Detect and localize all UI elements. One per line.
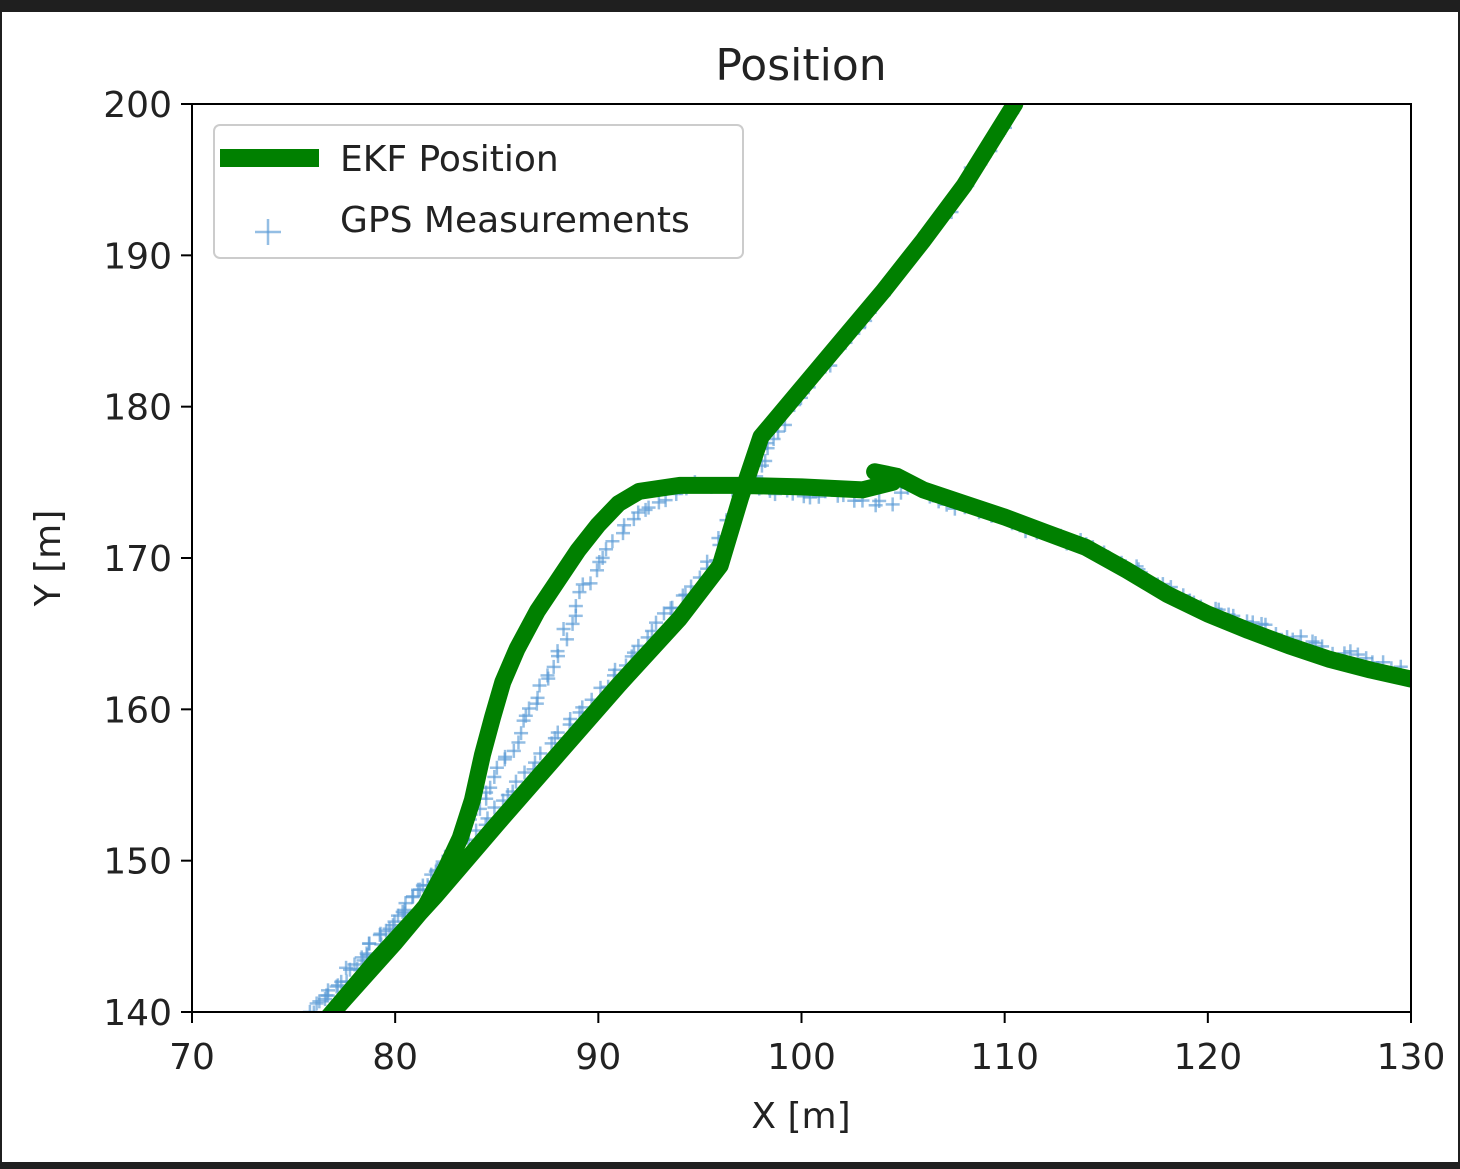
gps-measurement-point	[390, 908, 405, 923]
gps-measurement-point	[489, 760, 504, 775]
gps-measurement-point	[563, 711, 578, 726]
y-axis-label: Y [m]	[28, 510, 69, 608]
x-tick-label: 130	[1377, 1037, 1446, 1078]
gps-measurement-point	[1343, 644, 1358, 659]
gps-measurement-point	[498, 749, 513, 764]
chart-svg: Position 70 80 90 100 110 120 130 140 150 160 170…	[28, 40, 1445, 1137]
gps-measurement-point	[556, 622, 571, 637]
gps-measurement-point	[608, 662, 623, 677]
gps-measurement-point	[550, 644, 565, 659]
gps-measurement-point	[321, 983, 336, 998]
gps-measurement-point	[631, 505, 646, 520]
gps-measurement-point	[329, 979, 344, 994]
legend: EKF Position GPS Measurements	[213, 124, 744, 259]
gps-measurement-point	[617, 518, 632, 533]
gps-measurement-point	[309, 996, 324, 1011]
x-tick-label: 120	[1173, 1037, 1242, 1078]
gps-measurement-point	[546, 659, 561, 674]
gps-measurement-point	[599, 542, 614, 557]
gps-measurement-point	[550, 725, 565, 740]
ekf-position-layer	[321, 104, 1411, 1012]
gps-measurement-point	[605, 534, 620, 549]
gps-measurement-point	[651, 495, 666, 510]
x-axis: 70 80 90 100 110 120 130	[169, 1012, 1445, 1078]
gps-measurement-point	[649, 615, 664, 630]
x-tick-label: 70	[169, 1037, 215, 1078]
legend-ekf-label: EKF Position	[340, 139, 559, 180]
gps-measurement-point	[517, 765, 532, 780]
y-axis: 140 150 160 170 180 190 200	[103, 85, 192, 1034]
gps-measurement-point	[533, 746, 548, 761]
gps-measurement-point	[514, 726, 529, 741]
x-axis-label: X [m]	[751, 1096, 850, 1137]
gps-measurement-point	[511, 735, 526, 750]
gps-measurement-point	[518, 708, 533, 723]
gps-measurement-point	[540, 668, 555, 683]
x-tick-label: 90	[575, 1037, 621, 1078]
gps-measurement-point	[665, 600, 680, 615]
gps-measurement-point	[361, 936, 376, 951]
gps-measurement-point	[411, 882, 426, 897]
gps-measurement-point	[487, 769, 502, 784]
x-tick-label: 100	[767, 1037, 836, 1078]
gps-measurement-point	[312, 994, 327, 1009]
gps-measurement-point	[644, 623, 659, 638]
gps-measurement-point	[590, 563, 605, 578]
gps-measurement-point	[306, 1005, 321, 1012]
figure-frame: Position 70 80 90 100 110 120 130 140 150 160 170…	[2, 12, 1458, 1162]
gps-measurement-point	[506, 743, 521, 758]
legend-gps-swatch	[255, 219, 281, 245]
y-tick-label: 140	[103, 993, 172, 1034]
y-tick-label: 180	[103, 388, 172, 429]
gps-measurement-point	[641, 500, 656, 515]
gps-measurement-point	[638, 502, 653, 517]
chart-title: Position	[715, 40, 886, 91]
gps-measurement-point	[700, 554, 715, 569]
y-tick-label: 170	[103, 539, 172, 580]
gps-measurement-point	[568, 599, 583, 614]
gps-measurement-point	[487, 800, 502, 815]
gps-measurement-point	[483, 780, 498, 795]
y-tick-label: 190	[103, 236, 172, 277]
x-tick-label: 80	[372, 1037, 418, 1078]
y-tick-label: 150	[103, 842, 172, 883]
gps-measurement-point	[398, 896, 413, 911]
gps-measurement-point	[530, 690, 545, 705]
gps-measurement-point	[872, 493, 887, 508]
gps-measurement-point	[595, 550, 610, 565]
gps-measurement-point	[572, 585, 587, 600]
ekf-position-line	[321, 104, 1411, 1012]
gps-measurement-point	[405, 890, 420, 905]
legend-gps-label: GPS Measurements	[340, 200, 690, 241]
gps-measurement-point	[508, 774, 523, 789]
gps-measurement-point	[565, 616, 580, 631]
x-tick-label: 110	[970, 1037, 1039, 1078]
gps-measurement-point	[532, 678, 547, 693]
y-tick-label: 200	[103, 85, 172, 126]
gps-measurement-point	[885, 497, 900, 512]
gps-measurement-point	[559, 632, 574, 647]
gps-measurement-point	[583, 576, 598, 591]
y-tick-label: 160	[103, 690, 172, 731]
gps-measurement-point	[522, 701, 537, 716]
gps-measurement-point	[575, 700, 590, 715]
legend-box	[213, 124, 744, 259]
legend-gps-marker	[255, 219, 281, 245]
